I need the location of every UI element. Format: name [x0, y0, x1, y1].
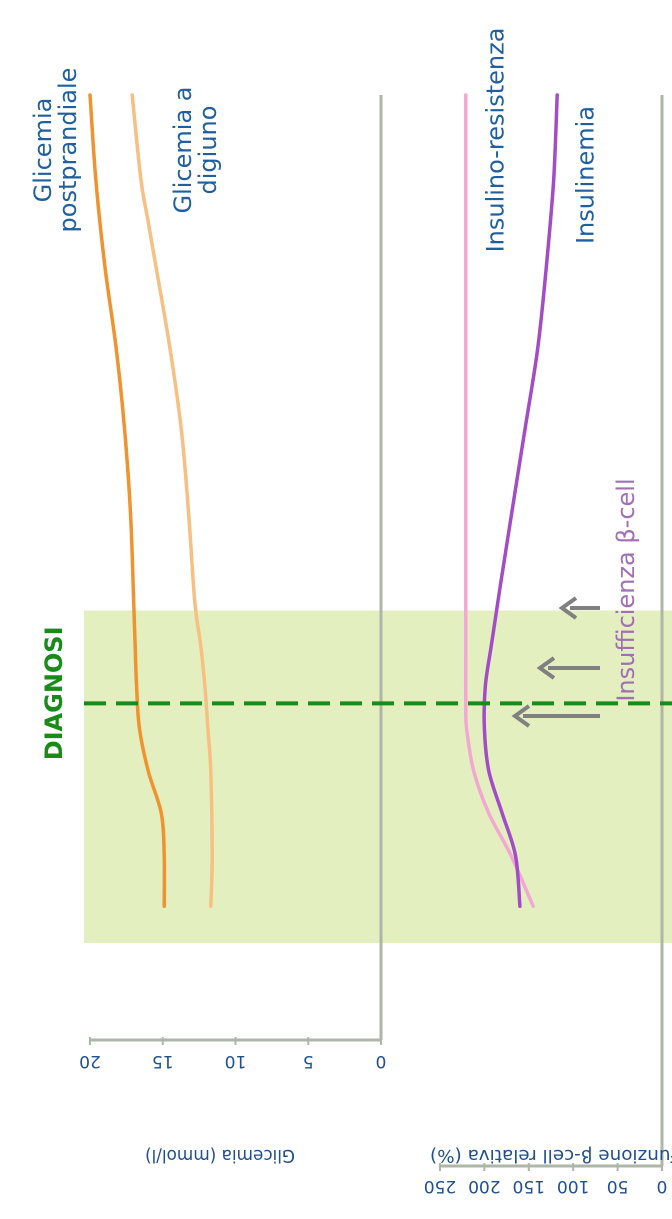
tick-label: 0 [376, 1051, 387, 1071]
diagnosis-label: DIAGNOSI [40, 626, 68, 760]
arrow-head [511, 704, 531, 728]
beta-cell-axis-title: Funzione β-cell relativa (%) [430, 1145, 672, 1166]
glicemia-axis-title: Glicemia (mmol/l) [145, 1145, 295, 1166]
tick-label: 50 [607, 1176, 629, 1196]
series-label: Glicemiapostprandiale [29, 68, 82, 233]
series-line [482, 93, 559, 908]
arrow-head [536, 656, 556, 680]
arrow-head [558, 596, 578, 620]
tick-label: 15 [152, 1051, 174, 1071]
series-label: Insulinemia [571, 106, 599, 244]
insufficiency-arrows [511, 596, 600, 728]
series-line [88, 93, 167, 908]
series-label: Insulino-resistenza [481, 28, 509, 253]
series-label: Glicemia adigiuno [169, 87, 222, 214]
tick-label: 150 [513, 1176, 545, 1196]
series-lines [88, 93, 559, 908]
diagnosis-band [84, 610, 672, 943]
tick-label: 200 [468, 1176, 500, 1196]
series-line [130, 93, 214, 908]
series-line [463, 93, 535, 908]
tick-label: 100 [557, 1176, 589, 1196]
axis-title-text: Funzione β-cell relativa (%) [430, 1145, 672, 1166]
glicemia-axis: 0 5 10 15 20 [79, 95, 386, 1071]
beta-cell-axis: 0 50 100 150 200 250 [424, 95, 668, 1196]
tick-label: 10 [225, 1051, 247, 1071]
tick-label: 0 [657, 1176, 668, 1196]
axis-title-text: Glicemia (mmol/l) [145, 1145, 295, 1166]
tick-label: 5 [303, 1051, 314, 1071]
series-labels: Glicemiapostprandiale Glicemia adigiuno In… [29, 28, 600, 253]
tick-label: 250 [424, 1176, 456, 1196]
tick-label: 20 [79, 1051, 101, 1071]
insufficiency-label: Insufficienza β-cell [612, 478, 640, 701]
